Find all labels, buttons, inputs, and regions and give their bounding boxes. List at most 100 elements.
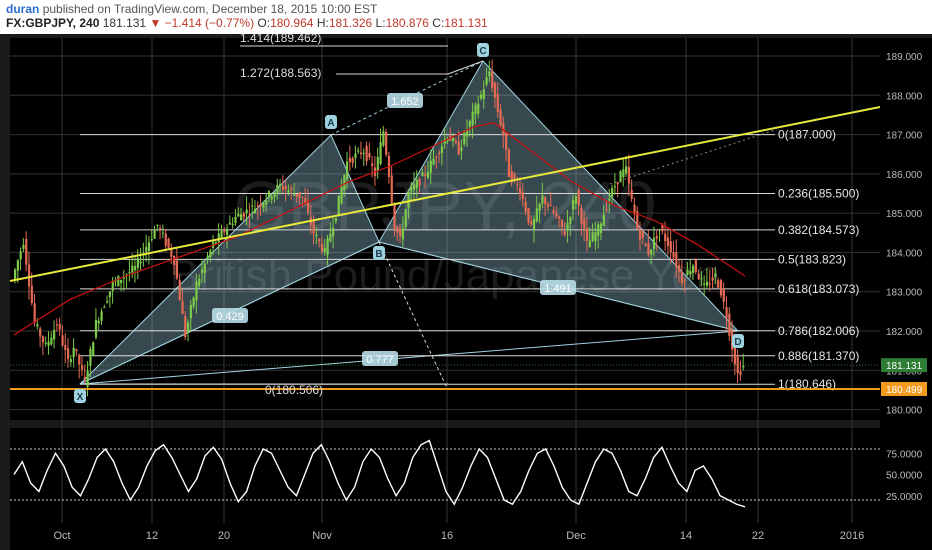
candle-body: [650, 249, 653, 255]
candle-body: [591, 232, 594, 242]
candle-body: [479, 94, 483, 99]
candle-body: [396, 226, 399, 233]
candle-body: [399, 229, 402, 237]
candle-body: [159, 228, 162, 230]
candle-body: [86, 370, 89, 387]
candle-body: [92, 342, 95, 356]
candle-body: [276, 184, 279, 193]
fib-label: 0.886(181.370): [778, 349, 859, 363]
oscillator: 25.0000 50.0000 75.0000: [10, 439, 923, 508]
symbol-label[interactable]: FX:GBPJPY, 240: [6, 16, 100, 30]
time-axis[interactable]: [10, 523, 932, 550]
candle-body: [580, 207, 583, 224]
candle-body: [301, 196, 304, 198]
candle-body: [359, 152, 363, 155]
candle-body: [44, 342, 47, 344]
candle-body: [337, 195, 340, 216]
candle-body: [599, 223, 603, 234]
candle-body: [613, 186, 617, 188]
low-value: 180.876: [385, 16, 429, 30]
close-label: C:: [432, 16, 445, 30]
candle-body: [33, 303, 36, 323]
candle-body: [75, 349, 78, 352]
candle-body: [304, 198, 307, 205]
candle-body: [683, 280, 686, 282]
candle-body: [114, 280, 117, 282]
price-axis[interactable]: [880, 38, 932, 523]
high-label: H:: [316, 16, 329, 30]
candle-body: [136, 257, 139, 268]
candle-body: [714, 273, 717, 277]
ratio-badge: [540, 280, 576, 295]
candle-body: [78, 354, 81, 365]
candle-body: [50, 337, 53, 345]
candle-body: [569, 217, 572, 224]
close-value: 181.131: [444, 16, 488, 30]
candle-body: [507, 149, 511, 178]
candle-body: [429, 160, 432, 173]
candle-body: [326, 238, 329, 255]
ratio-badge: [387, 93, 423, 108]
candle-body: [89, 348, 92, 366]
candle-body: [658, 229, 661, 231]
candle-body: [633, 204, 636, 215]
candle-body: [432, 158, 435, 165]
watermark-symbol: GBPJPY, 240: [234, 167, 657, 245]
price-tick-label: 180.000: [886, 406, 923, 417]
candle-body: [100, 311, 103, 321]
candle-body: [463, 132, 466, 145]
candle-body: [153, 230, 156, 239]
candle-body: [320, 243, 324, 252]
fib-label: 0.618(183.073): [778, 282, 859, 296]
fib-label: 0(187.000): [778, 128, 836, 142]
candle-body: [457, 141, 460, 155]
candle-body: [407, 191, 410, 208]
candle-body: [53, 329, 56, 340]
pattern-xd-line: [79, 330, 739, 385]
candle-body: [541, 195, 544, 204]
candle-body: [510, 170, 513, 183]
price-tick-label: 188.000: [886, 91, 923, 102]
candle-body: [295, 194, 298, 197]
oscillator-pane[interactable]: [10, 428, 880, 523]
candle-body: [655, 236, 658, 239]
point-label: D: [734, 337, 741, 348]
candle-body: [477, 103, 480, 114]
ratio-label: 0.777: [366, 354, 394, 366]
candle-body: [351, 158, 354, 163]
candle-body: [577, 189, 580, 206]
candle-body: [505, 132, 508, 150]
dashed-diagonal: [609, 129, 776, 185]
chart-area[interactable]: GBPJPY, 240 British Pound/Japanese Yen 0…: [0, 34, 932, 550]
ratio-label: 0.429: [216, 311, 244, 323]
candle-body: [703, 283, 706, 285]
time-tick-label: Dec: [566, 530, 586, 542]
candle-body: [546, 204, 550, 207]
candle-body: [708, 283, 711, 285]
candle-body: [675, 252, 678, 268]
fib-extension-label: 1.272(188.563): [240, 66, 321, 80]
candle-body: [680, 272, 684, 284]
fib-label: 0.786(182.006): [778, 324, 859, 338]
ratio-badge: [362, 351, 398, 366]
candle-body: [371, 163, 374, 166]
candle-body: [438, 152, 441, 155]
candle-body: [641, 230, 644, 238]
candle-body: [728, 313, 731, 336]
candle-body: [19, 251, 22, 260]
candle-body: [120, 279, 123, 284]
candle-body: [597, 224, 600, 236]
price-change: ▼ −1.414 (−0.77%): [149, 16, 255, 30]
candle-body: [186, 322, 190, 333]
candle-body: [55, 324, 59, 326]
candle-body: [443, 139, 446, 144]
candle-body: [471, 111, 474, 125]
candle-body: [566, 223, 569, 231]
candle-body: [72, 347, 75, 358]
candle-body: [491, 71, 494, 88]
author-name[interactable]: duran: [6, 2, 40, 16]
candle-body: [468, 120, 471, 127]
candle-body: [94, 319, 98, 338]
price-tick-label: 186.000: [886, 170, 923, 181]
candle-body: [161, 232, 165, 234]
